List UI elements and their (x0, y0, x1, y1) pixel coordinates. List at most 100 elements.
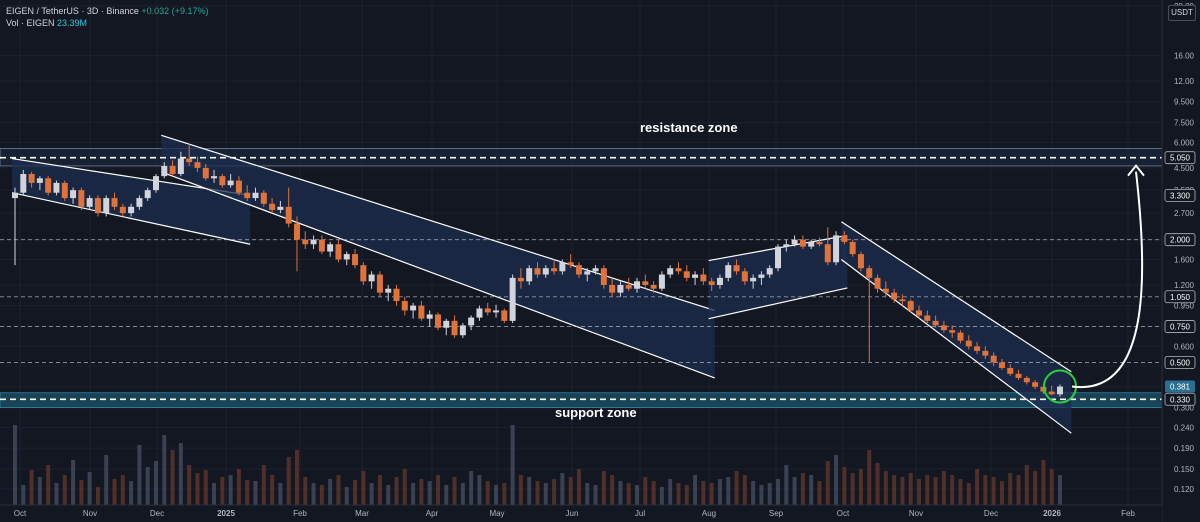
projection-arrowhead (1127, 164, 1145, 177)
candle-body (907, 301, 914, 311)
candle-body (70, 190, 77, 199)
legend-volume-label[interactable]: Vol · EIGEN (6, 18, 55, 28)
candle-body (202, 167, 209, 179)
price-label-box (1164, 320, 1196, 333)
candle-body (1007, 367, 1014, 374)
volume-bar (344, 487, 349, 505)
volume-bar (1016, 475, 1021, 505)
candle-body (144, 190, 151, 199)
candle-body (318, 239, 325, 252)
candle-body (177, 158, 184, 175)
candle-body (617, 284, 624, 293)
volume-bar (543, 483, 548, 505)
volume-bar (377, 475, 382, 505)
volume-bar (883, 471, 888, 505)
volume-bar (958, 479, 963, 505)
volume-bar (784, 465, 789, 505)
candle-body (584, 271, 591, 275)
volume-bar (1058, 475, 1062, 505)
volume-bar (54, 483, 59, 505)
candle-body (94, 198, 101, 214)
candle-body (1048, 391, 1055, 395)
volume-bar (643, 477, 648, 505)
candle-body (692, 274, 699, 278)
volume-bar (427, 481, 432, 505)
channel-top-line (161, 134, 715, 311)
volume-bar (502, 483, 507, 505)
chart-legend: EIGEN / TetherUS · 3D · Binance +0.032 (… (6, 5, 208, 29)
volume-bar (444, 485, 449, 505)
volume-bar (13, 425, 17, 505)
candle-body (293, 223, 300, 240)
candle-body (824, 244, 831, 263)
volume-bar (71, 460, 76, 505)
volume-bar (79, 480, 84, 505)
legend-symbol[interactable]: EIGEN / TetherUS · 3D · Binance (6, 6, 139, 16)
time-tick-label: Apr (426, 509, 439, 518)
candle-body (86, 198, 93, 207)
candle-body (982, 350, 989, 356)
volume-bar (576, 469, 581, 505)
time-tick-label: Mar (355, 509, 369, 518)
price-label-box (1165, 380, 1195, 393)
volume-bar (120, 475, 125, 505)
candle-body (260, 192, 267, 204)
volume-bar (129, 481, 134, 505)
candle-body (434, 314, 441, 328)
candle-body (493, 310, 500, 313)
volume-bar (95, 487, 100, 505)
candle-body (799, 239, 806, 247)
volume-bar (369, 483, 374, 505)
price-label: 2.000 (1170, 236, 1191, 245)
candle-body (186, 158, 193, 163)
candle-body (484, 308, 491, 313)
volume-bar (278, 483, 283, 505)
price-tick-label: 1.200 (1174, 281, 1195, 290)
volume-bar (684, 485, 689, 505)
time-tick-label: Feb (1121, 509, 1135, 518)
volume-bar (270, 475, 275, 505)
volume-bar (170, 450, 175, 505)
volume-bar (717, 479, 722, 505)
candle-body (940, 325, 947, 331)
time-tick-label: Aug (702, 509, 716, 518)
volume-bar (294, 450, 299, 505)
volume-bar (187, 465, 192, 505)
volume-bar (336, 475, 341, 505)
candle-body (393, 288, 400, 302)
candle-body (119, 206, 126, 214)
volume-bar (46, 465, 51, 505)
volume-bar (751, 481, 756, 505)
candle-body (526, 268, 533, 282)
candle-body (277, 206, 284, 210)
candle-body (1032, 382, 1039, 387)
volume-bar (842, 467, 847, 505)
volume-bar (21, 485, 26, 505)
candle-body (194, 162, 201, 168)
price-label: 0.381 (1170, 383, 1191, 392)
candle-body (741, 271, 748, 282)
volume-bar (742, 475, 747, 505)
volume-bar (925, 475, 930, 505)
price-label: 0.500 (1170, 358, 1191, 367)
candle-body (136, 198, 143, 207)
volume-bar (776, 479, 781, 505)
candle-body (841, 235, 848, 242)
price-label-box (1164, 356, 1196, 369)
candle-body (352, 254, 359, 266)
volume-bar (37, 477, 42, 505)
price-label: 1.050 (1170, 293, 1191, 302)
volume-bar (62, 475, 67, 505)
volume-bar (593, 485, 598, 505)
candles (12, 143, 1063, 397)
volume-bar (104, 455, 109, 505)
candle-body (567, 262, 574, 266)
currency-badge[interactable]: USDT (1168, 5, 1196, 21)
candle-body (385, 288, 392, 293)
volume-bar (668, 479, 673, 505)
time-tick-label: Jun (566, 509, 579, 518)
volume-bar (162, 435, 167, 505)
candle-body (1057, 386, 1063, 395)
candle-body (849, 241, 856, 255)
